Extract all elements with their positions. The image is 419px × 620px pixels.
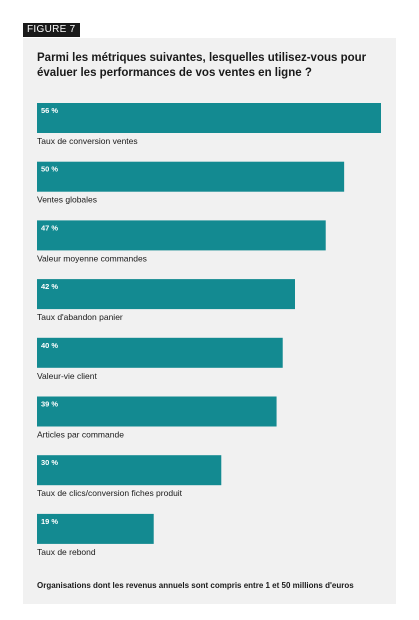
category-label: Taux de rebond [37, 547, 96, 557]
bar [37, 279, 295, 310]
bar-value-label: 30 % [41, 458, 58, 467]
category-label: Taux de clics/conversion fiches produit [37, 488, 183, 498]
bar-value-label: 47 % [41, 223, 58, 232]
category-label: Taux de conversion ventes [37, 136, 138, 146]
figure-label: FIGURE 7 [23, 23, 80, 37]
category-label: Valeur moyenne commandes [37, 253, 147, 263]
bar [37, 161, 345, 192]
bar [37, 455, 222, 486]
bar [37, 396, 277, 427]
chart-title: Parmi les métriques suivantes, lesquelle… [37, 52, 367, 79]
bar [37, 220, 326, 251]
bar-value-label: 39 % [41, 400, 58, 409]
bar [37, 103, 381, 133]
chart-footnote: Organisations dont les revenus annuels s… [37, 581, 354, 590]
bar [37, 337, 283, 368]
bar-value-label: 50 % [41, 165, 58, 174]
bar-value-label: 42 % [41, 282, 58, 291]
category-label: Articles par commande [37, 430, 124, 440]
bar-value-label: 19 % [41, 517, 58, 526]
category-label: Valeur-vie client [37, 371, 97, 381]
category-label: Taux d'abandon panier [37, 312, 123, 322]
category-label: Ventes globales [37, 195, 97, 205]
bar-value-label: 40 % [41, 341, 58, 350]
bar-value-label: 56 % [41, 106, 58, 115]
bar [37, 513, 154, 544]
